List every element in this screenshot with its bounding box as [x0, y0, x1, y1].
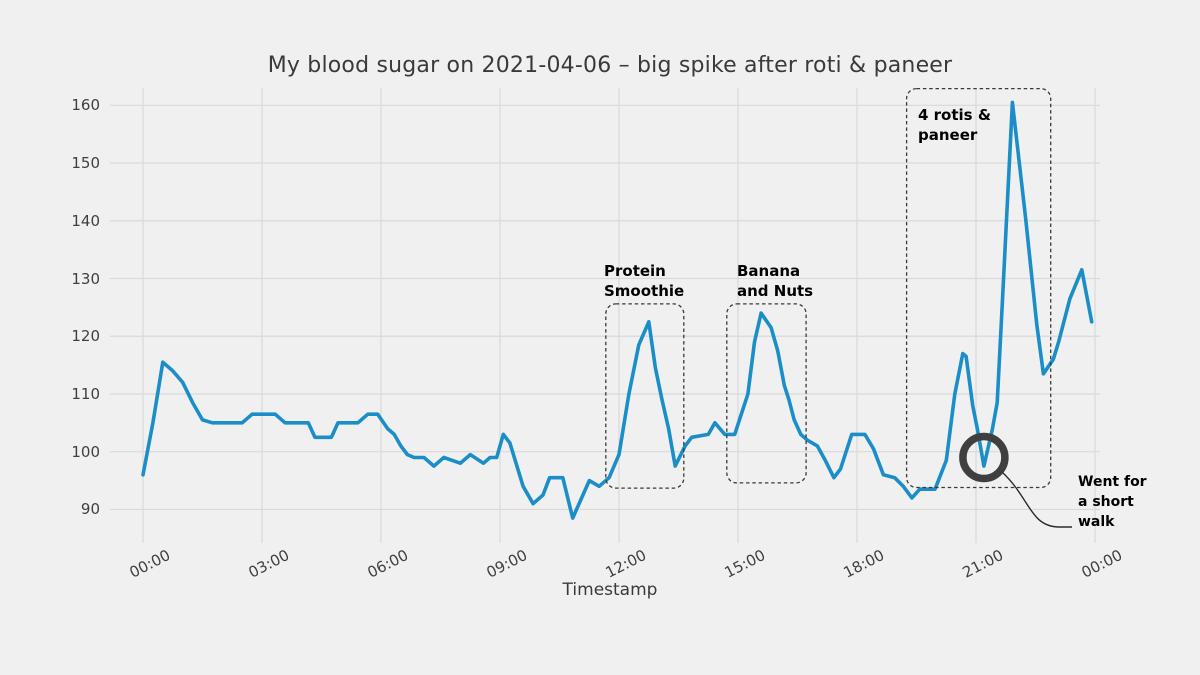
- y-tick-label-150: 150: [71, 154, 100, 172]
- annotation-line: and Nuts: [737, 282, 814, 300]
- walk-marker-circle: [959, 432, 1009, 483]
- annotation-line: Smoothie: [604, 282, 685, 300]
- annotation-line: Went for: [1078, 474, 1147, 490]
- annotation-protein-smoothie: Protein Smoothie: [604, 261, 684, 301]
- annotation-short-walk: Went for a short walk: [1078, 472, 1147, 532]
- y-tick-label-130: 130: [71, 269, 100, 288]
- annotation-rotis-paneer: 4 rotis & paneer: [918, 105, 991, 145]
- annotation-line: walk: [1078, 514, 1115, 530]
- walk-leader-line: [1001, 471, 1072, 528]
- y-tick-label-160: 160: [71, 96, 100, 115]
- y-tick-label-110: 110: [71, 385, 100, 403]
- annotation-line: Banana: [737, 262, 801, 280]
- annotation-box-banana-nuts: [726, 303, 807, 484]
- annotation-line: paneer: [918, 126, 978, 144]
- chart-title: My blood sugar on 2021-04-06 – big spike…: [267, 53, 953, 78]
- x-axis-label: Timestamp: [562, 580, 658, 600]
- y-tick-label-90: 90: [80, 500, 100, 519]
- annotation-line: 4 rotis &: [918, 106, 991, 124]
- annotation-line: a short: [1078, 494, 1134, 510]
- y-tick-label-100: 100: [71, 442, 100, 461]
- annotation-line: Protein: [604, 262, 666, 280]
- annotation-box-rotis-paneer: [905, 87, 1052, 489]
- annotation-banana-nuts: Banana and Nuts: [737, 261, 813, 301]
- y-tick-label-140: 140: [71, 211, 100, 230]
- y-tick-label-120: 120: [71, 327, 100, 346]
- blood-sugar-line: [141, 100, 1094, 520]
